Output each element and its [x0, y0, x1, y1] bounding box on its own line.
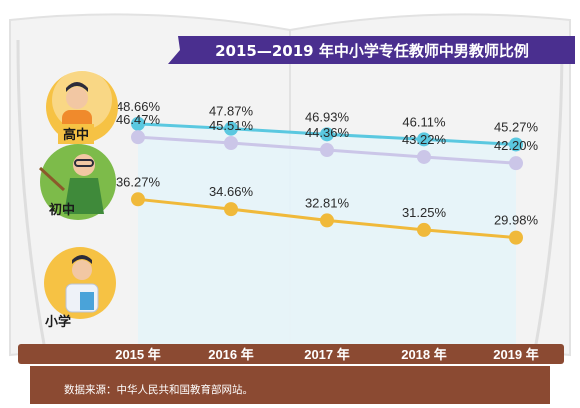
data-label-high-school-2: 47.87%: [209, 104, 254, 119]
data-label-primary-school-1: 36.27%: [116, 174, 161, 189]
x-axis-labels: 2015 年 2016 年 2017 年 2018 年 2019 年: [115, 347, 539, 362]
data-point-middle-school-1: [131, 130, 145, 145]
data-label-middle-school-2: 45.51%: [209, 118, 254, 133]
shelf-bottom: [30, 366, 550, 404]
x-tick-label-4: 2018 年: [401, 347, 447, 362]
book-curve-left: [16, 39, 47, 351]
category-label-middle-school: 初中: [49, 202, 75, 218]
category-label-high-school: 高中: [63, 127, 89, 143]
x-tick-label-5: 2019 年: [493, 347, 539, 362]
data-point-middle-school-5: [509, 156, 523, 171]
shelf-top: [18, 344, 564, 364]
data-label-high-school-3: 46.93%: [305, 109, 350, 124]
data-label-primary-school-5: 29.98%: [494, 213, 539, 228]
data-label-primary-school-4: 31.25%: [402, 205, 447, 220]
category-tag-high-school: [58, 124, 94, 144]
data-point-high-school-5: [509, 137, 523, 152]
data-label-high-school-1: 48.66%: [116, 99, 161, 114]
x-tick-label-1: 2015 年: [115, 347, 161, 362]
data-point-middle-school-4: [417, 149, 431, 164]
avatar-high-school: 高中: [46, 70, 118, 144]
data-point-high-school-3: [320, 127, 334, 142]
series-areas: [138, 123, 516, 344]
teacher-head-icon: [72, 260, 92, 280]
value-labels: 48.66% 47.87% 46.93% 46.11% 45.27% 46.47% 45.5…: [116, 99, 539, 228]
data-label-middle-school-5: 42.20%: [494, 138, 539, 153]
data-point-middle-school-2: [224, 136, 238, 151]
avatar-primary-school: 小学: [44, 247, 116, 330]
x-tick-label-2: 2016 年: [208, 347, 254, 362]
title-banner: 2015—2019 年中小学专任教师中男教师比例: [168, 36, 575, 64]
data-point-middle-school-3: [320, 143, 334, 158]
data-label-primary-school-3: 32.81%: [305, 195, 350, 210]
series-points: [131, 116, 523, 245]
series-area-high-school: [138, 123, 516, 344]
data-label-middle-school-1: 46.47%: [116, 112, 161, 127]
data-label-middle-school-4: 43.22%: [402, 132, 447, 147]
teacher-head-icon: [66, 87, 88, 109]
source-note: 数据来源：中华人民共和国教育部网站。: [64, 383, 253, 396]
data-label-high-school-5: 45.27%: [494, 119, 539, 134]
category-label-primary-school: 小学: [45, 314, 71, 330]
book-curve-right: [533, 39, 564, 351]
data-point-primary-school-5: [509, 230, 523, 245]
data-point-primary-school-4: [417, 222, 431, 237]
data-point-high-school-1: [131, 116, 145, 131]
data-label-primary-school-2: 34.66%: [209, 184, 254, 199]
x-tick-label-3: 2017 年: [304, 347, 350, 362]
data-point-primary-school-2: [224, 202, 238, 217]
data-point-primary-school-1: [131, 192, 145, 207]
data-point-high-school-4: [417, 132, 431, 147]
chart-title: 2015—2019 年中小学专任教师中男教师比例: [215, 42, 529, 60]
data-point-primary-school-3: [320, 213, 334, 228]
data-label-middle-school-3: 44.36%: [305, 125, 350, 140]
avatar-middle-school: 初中: [38, 144, 116, 220]
data-label-high-school-4: 46.11%: [402, 114, 446, 129]
data-point-high-school-2: [224, 121, 238, 136]
